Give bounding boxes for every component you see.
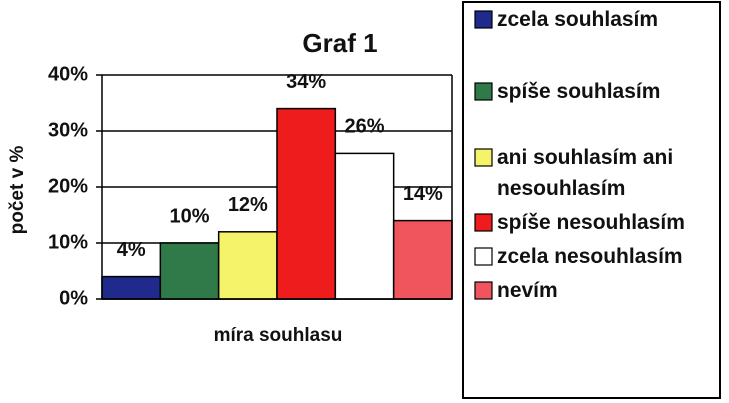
bar (159, 242, 220, 300)
legend-label: zcela nesouhlasím (497, 245, 683, 268)
bar (101, 275, 162, 300)
bar (217, 231, 278, 300)
y-tick-label: 40% (48, 63, 88, 85)
value-label: 26% (344, 116, 384, 138)
bar (334, 152, 395, 300)
legend-swatch (474, 10, 493, 29)
chart-title: Graf 1 (302, 28, 377, 58)
value-label: 14% (403, 183, 443, 205)
legend-label: ani souhlasím ani nesouhlasím (497, 146, 673, 200)
legend-swatch (474, 247, 493, 266)
legend-swatch (474, 82, 493, 101)
x-axis-label: míra souhlasu (214, 325, 343, 346)
bar (276, 107, 337, 300)
value-label: 12% (228, 194, 268, 216)
y-tick-label: 20% (48, 175, 88, 197)
legend-label: zcela souhlasím (497, 8, 658, 31)
legend-swatch (474, 213, 493, 232)
legend-swatch (474, 281, 493, 300)
legend-box (462, 1, 721, 399)
bar (392, 219, 453, 300)
y-tick-label: 10% (48, 231, 88, 253)
value-label: 10% (169, 205, 209, 227)
value-label: 4% (117, 239, 146, 261)
y-axis-label: počet v % (7, 146, 28, 235)
value-label: 34% (286, 71, 326, 93)
y-tick-label: 30% (48, 119, 88, 141)
legend-label: spíše nesouhlasím (497, 211, 685, 234)
legend-label: nevím (497, 279, 558, 302)
legend-label: spíše souhlasím (497, 80, 660, 103)
legend-swatch (474, 148, 493, 167)
y-tick-label: 0% (59, 287, 88, 309)
